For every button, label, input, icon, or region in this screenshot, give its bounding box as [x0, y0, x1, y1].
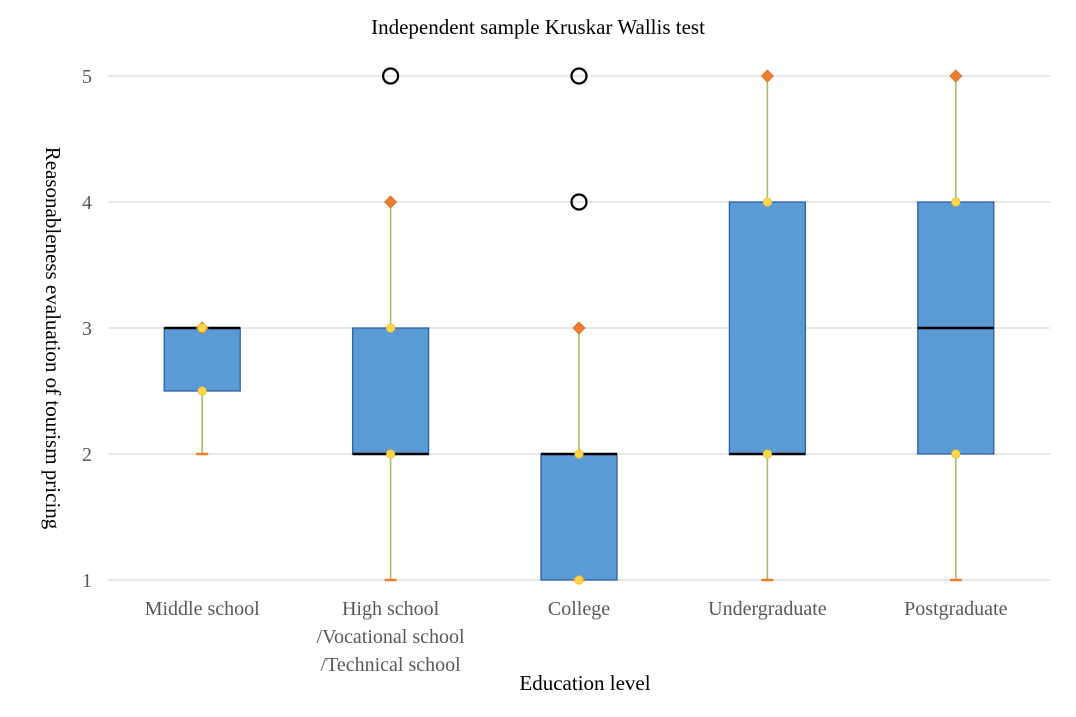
box [540, 453, 618, 581]
max-marker [760, 69, 774, 83]
box-series [163, 67, 995, 585]
x-axis-ticks: Middle school High school/Vocational scho… [145, 598, 1008, 676]
max-marker [572, 321, 586, 335]
x-tick-label-1: Middle school [145, 598, 260, 620]
box [728, 201, 807, 455]
q1-marker [197, 386, 207, 396]
x-tick-label-line: Middle school [145, 598, 260, 620]
x-tick-label-line: College [548, 598, 610, 620]
q3-marker [951, 197, 961, 207]
box [163, 327, 241, 392]
x-tick-label-3: College [548, 598, 610, 620]
y-tick-label-2: 2 [82, 444, 92, 466]
max-marker [384, 195, 398, 209]
box-group-3 [540, 67, 618, 585]
box-group-4 [728, 69, 807, 582]
x-tick-label-5: Postgraduate [904, 598, 1007, 620]
q3-marker [574, 449, 584, 459]
x-axis-title: Education level [519, 671, 650, 695]
x-tick-label-line: Undergraduate [708, 598, 827, 620]
x-tick-label-line: High school [342, 598, 440, 620]
q3-marker [762, 197, 773, 207]
x-tick-label-4: Undergraduate [708, 598, 827, 620]
max-marker [949, 69, 963, 83]
q3-marker [385, 323, 396, 333]
box-group-2 [351, 67, 430, 582]
q1-marker [574, 575, 584, 585]
box-group-1 [163, 321, 241, 456]
q1-marker [385, 449, 396, 459]
q1-marker [762, 449, 773, 459]
q3-marker [197, 323, 207, 333]
x-tick-label-line: /Vocational school [317, 626, 465, 648]
x-tick-label-line: /Technical school [320, 654, 461, 676]
chart-title: Independent sample Kruskar Wallis test [371, 15, 705, 39]
q1-marker [951, 449, 961, 459]
y-tick-label-3: 3 [82, 318, 92, 340]
outlier-point [570, 193, 588, 211]
y-tick-label-5: 5 [82, 66, 92, 88]
x-tick-label-2: High school/Vocational school/Technical … [317, 598, 465, 676]
x-tick-label-line: Postgraduate [904, 598, 1007, 620]
box-group-5 [917, 69, 995, 582]
box [351, 327, 430, 455]
outlier-point [382, 67, 400, 85]
y-axis-title: Reasonableness evaluation of tourism pri… [41, 147, 65, 530]
outlier-point [570, 67, 588, 85]
y-tick-label-4: 4 [82, 192, 92, 214]
y-axis-ticks: 1 2 3 4 5 [82, 66, 92, 592]
y-tick-label-1: 1 [82, 570, 92, 592]
